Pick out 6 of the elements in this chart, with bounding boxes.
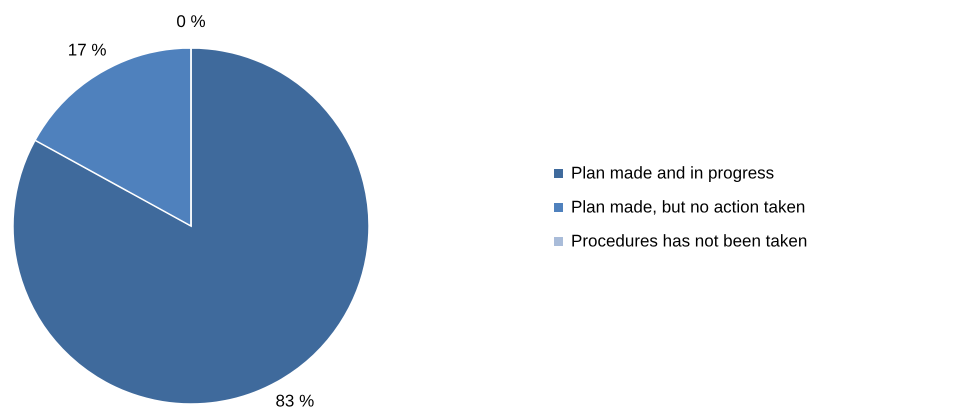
legend-label: Procedures has not been taken xyxy=(571,232,808,250)
legend-label: Plan made and in progress xyxy=(571,164,774,182)
text: 0 % xyxy=(176,12,206,31)
legend-label: Plan made, but no action taken xyxy=(571,198,806,216)
data-label: 17 % xyxy=(68,40,107,60)
data-label: 83 % xyxy=(275,392,314,411)
